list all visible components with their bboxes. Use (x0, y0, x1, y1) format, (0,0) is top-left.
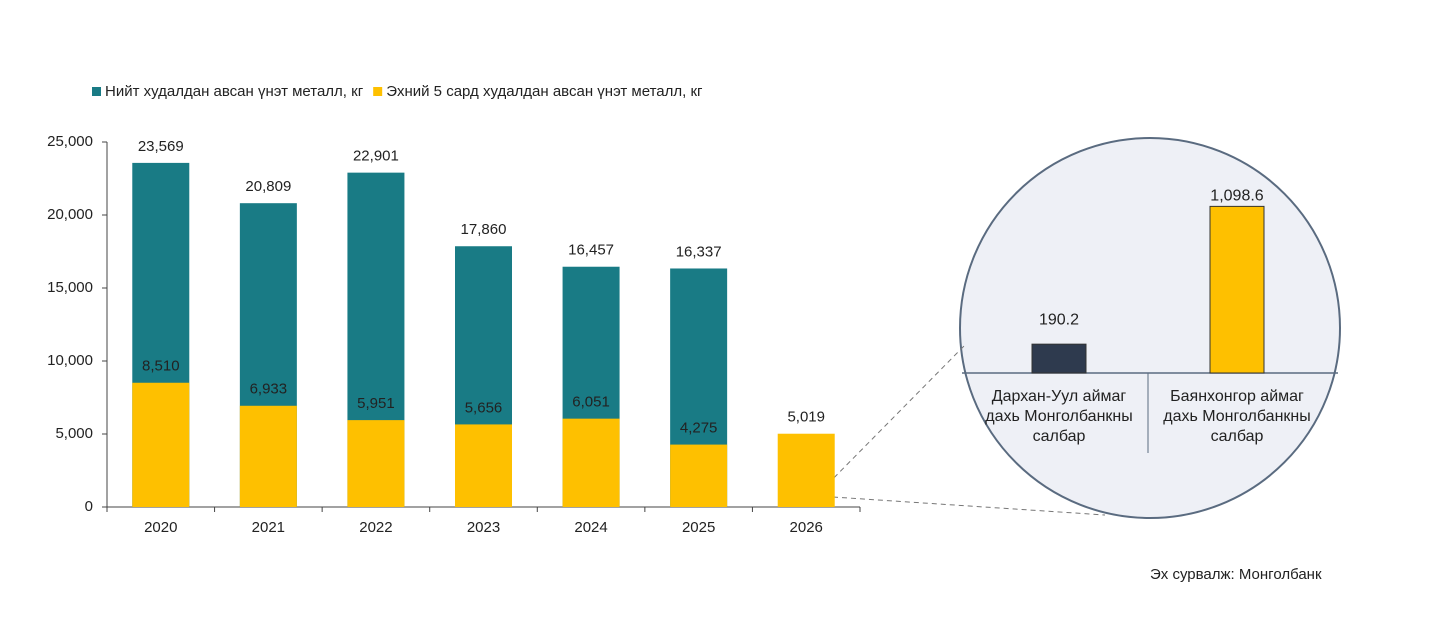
data-label: 5,656 (465, 399, 503, 416)
y-tick-label: 0 (85, 498, 93, 515)
data-label: 20,809 (245, 178, 291, 195)
y-tick-label: 15,000 (47, 279, 93, 296)
legend-swatch (373, 87, 383, 96)
x-tick-label: 2021 (252, 519, 285, 536)
bar (239, 405, 297, 507)
data-label: 6,933 (250, 381, 288, 398)
bar (132, 382, 190, 507)
inset-circle (959, 137, 1341, 519)
y-tick-label: 10,000 (47, 352, 93, 369)
legend-label: Нийт худалдан авсан үнэт металл, кг (105, 83, 364, 100)
bar (777, 433, 835, 507)
inset-data-label: 190.2 (1039, 311, 1079, 328)
inset-data-label: 1,098.6 (1210, 188, 1263, 205)
inset-bar (1209, 205, 1265, 374)
data-label: 16,457 (568, 242, 614, 259)
bar (562, 418, 620, 507)
zoom-line (814, 344, 966, 498)
y-tick-label: 5,000 (55, 425, 93, 442)
source: Эх сурвалж: Монголбанк (1150, 566, 1322, 583)
data-label: 8,510 (142, 358, 180, 375)
x-tick-label: 2020 (144, 519, 177, 536)
x-tick-label: 2024 (574, 519, 607, 536)
inset-bar (1031, 343, 1087, 374)
legend-swatch (92, 87, 101, 96)
data-label: 5,019 (787, 409, 825, 426)
legend-label: Эхний 5 сард худалдан авсан үнэт металл,… (386, 83, 703, 100)
inset-category-label: Баянхонгор аймаг дахь Монголбанкны салба… (1163, 388, 1311, 445)
bar (347, 420, 405, 507)
data-label: 6,051 (572, 394, 610, 411)
y-tick-label: 25,000 (47, 133, 93, 150)
x-tick-label: 2023 (467, 519, 500, 536)
inset-category-label: Дархан-Уул аймаг дахь Монголбанкны салба… (985, 388, 1133, 445)
x-tick-label: 2025 (682, 519, 715, 536)
data-label: 22,901 (353, 148, 399, 165)
x-tick-label: 2022 (359, 519, 392, 536)
data-label: 5,951 (357, 395, 395, 412)
data-label: 17,860 (461, 221, 507, 238)
zoom-line (832, 496, 1106, 516)
data-label: 23,569 (138, 138, 184, 155)
bar (455, 424, 512, 507)
data-label: 4,275 (680, 420, 718, 437)
x-tick-label: 2026 (790, 519, 823, 536)
data-label: 16,337 (676, 243, 722, 260)
bar (670, 444, 728, 507)
y-tick-label: 20,000 (47, 206, 93, 223)
